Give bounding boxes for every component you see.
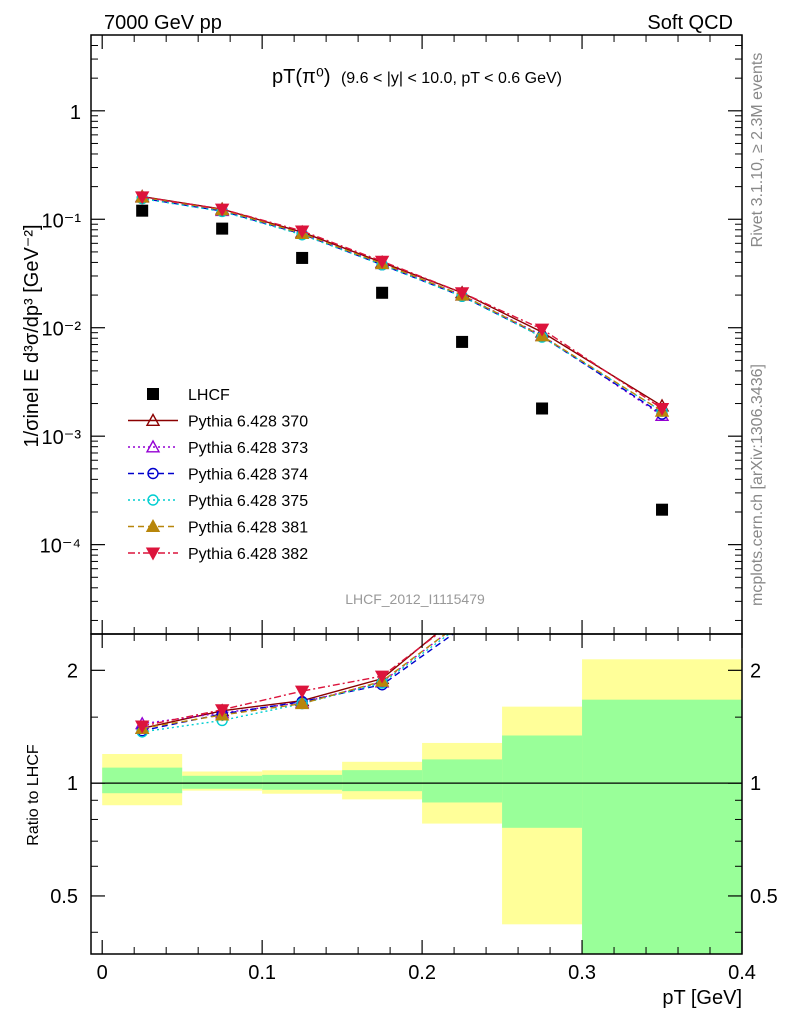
legend-label: LHCF — [188, 387, 230, 404]
legend-label: Pythia 6.428 370 — [188, 414, 308, 431]
xtick-label: 0 — [97, 962, 108, 984]
main-point — [376, 286, 389, 299]
ratio-point — [294, 685, 310, 699]
main-ytick-label: 10⁻¹ — [42, 210, 82, 232]
ratio-ytick-label-right: 0.5 — [750, 886, 778, 908]
legend-marker — [145, 413, 161, 426]
main-frame — [90, 34, 743, 635]
main-point — [214, 203, 230, 217]
main-point — [216, 222, 229, 235]
ratio-point — [214, 704, 230, 718]
main-point — [456, 335, 469, 348]
ratio-line — [142, 634, 439, 727]
ratio-ytick-label-left: 0.5 — [50, 886, 78, 908]
ratio-ytick-label-left: 2 — [67, 660, 78, 682]
legend-label: Pythia 6.428 375 — [188, 493, 308, 510]
rivet-label: Rivet 3.1.10, ≥ 2.3M events — [749, 53, 766, 248]
main-ytick-label: 10⁻⁴ — [40, 536, 81, 558]
ratio-band-inner — [182, 775, 263, 789]
ratio-content — [91, 634, 742, 954]
main-point — [374, 255, 390, 269]
ratio-band-inner — [502, 735, 583, 828]
ratio-point — [134, 720, 150, 734]
ratio-band-inner — [262, 774, 343, 790]
analysis-id: LHCF_2012_I1115479 — [345, 591, 485, 607]
legend-marker — [147, 388, 159, 400]
plot-title-main: pT(π⁰) — [272, 66, 330, 88]
main-point — [134, 191, 150, 205]
main-point — [136, 204, 149, 217]
ratio-band-inner — [422, 759, 503, 803]
legend: LHCF Pythia 6.428 370 Pythia 6.428 373 Pyth… — [128, 387, 308, 563]
legend-marker — [147, 494, 159, 506]
main-ytick-label: 1 — [70, 102, 81, 124]
main-point — [296, 251, 309, 264]
legend-label: Pythia 6.428 373 — [188, 440, 308, 457]
ratio-point — [294, 696, 310, 710]
legend-label: Pythia 6.428 381 — [188, 520, 308, 537]
ratio-point — [374, 670, 390, 684]
legend-marker — [145, 439, 161, 453]
main-point — [294, 225, 310, 239]
ratio-ytick-label-right: 1 — [750, 773, 761, 795]
mcplots-label: mcplots.cern.ch [arXiv:1306.3436] — [749, 364, 766, 606]
ratio-line — [142, 634, 438, 730]
xtick-label: 0.1 — [248, 962, 276, 984]
xtick-label: 0.4 — [728, 962, 756, 984]
legend-marker — [145, 519, 161, 532]
ratio-band-inner — [342, 770, 423, 792]
y-axis-label-ratio: Ratio to LHCF — [25, 744, 42, 846]
ratio-band-inner — [102, 767, 183, 794]
main-ytick-label: 10⁻² — [42, 319, 82, 341]
ratio-frame — [90, 633, 743, 955]
main-point — [536, 402, 549, 415]
header-right: Soft QCD — [647, 12, 733, 34]
main-point — [654, 402, 670, 416]
main-point — [656, 503, 669, 516]
ratio-line — [142, 634, 447, 730]
legend-label: Pythia 6.428 382 — [188, 546, 308, 563]
x-axis-label: pT [GeV] — [662, 987, 742, 1009]
ratio-ytick-label-left: 1 — [67, 773, 78, 795]
xtick-label: 0.2 — [408, 962, 436, 984]
y-axis-label-main: 1/σinel E d³σ/dp³ [GeV⁻²] — [21, 224, 43, 447]
main-panel: 10⁻⁴ 10⁻³ 10⁻² 10⁻¹ 1 — [40, 34, 742, 621]
ratio-band-inner — [582, 699, 742, 954]
ratio-line — [142, 634, 455, 732]
ratio-panel: 0.5 0.5 1 1 2 2 0 0.1 0.2 0.3 0.4 — [50, 35, 778, 984]
xtick-label: 0.3 — [568, 962, 596, 984]
plot-title: pT(π⁰) (9.6 < |y| < 10.0, pT < 0.6 GeV) — [272, 66, 562, 88]
plot-title-cuts: (9.6 < |y| < 10.0, pT < 0.6 GeV) — [341, 70, 562, 87]
main-point — [454, 287, 470, 301]
header-left: 7000 GeV pp — [104, 12, 222, 34]
legend-marker — [147, 467, 159, 480]
ratio-ytick-label-right: 2 — [750, 660, 761, 682]
main-ytick-label: 10⁻³ — [42, 427, 82, 449]
main-point — [534, 323, 550, 337]
legend-label: Pythia 6.428 374 — [188, 467, 308, 484]
legend-marker — [145, 547, 161, 561]
